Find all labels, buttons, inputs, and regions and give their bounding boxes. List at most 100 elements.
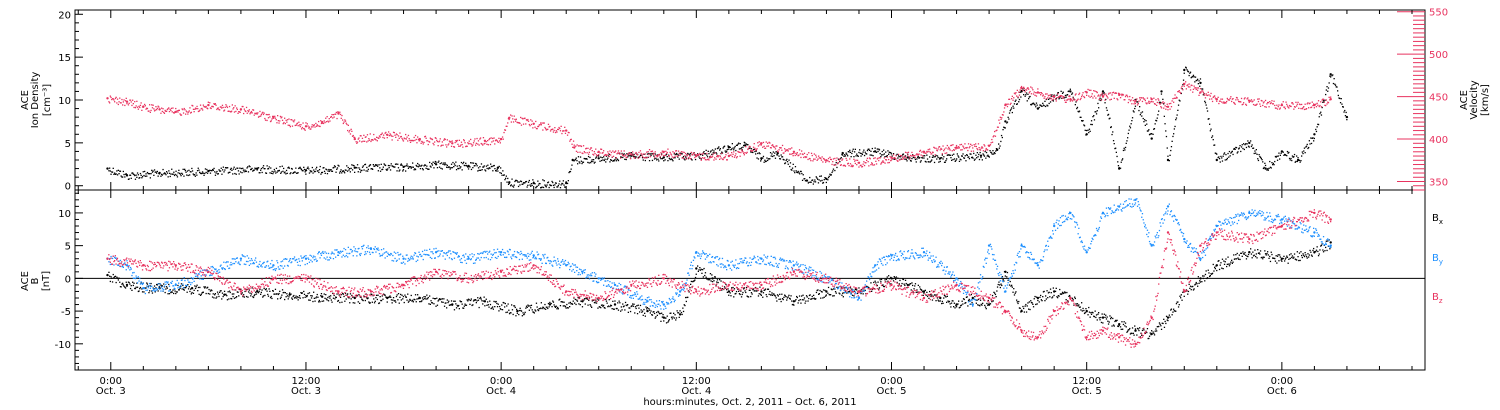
data-dot — [1153, 97, 1155, 99]
data-dot — [431, 302, 434, 304]
data-dot — [625, 304, 627, 306]
data-dot — [433, 167, 435, 169]
data-dot — [370, 293, 372, 295]
data-dot — [686, 155, 688, 157]
data-dot — [287, 167, 289, 169]
data-dot — [571, 143, 573, 145]
data-dot — [983, 144, 985, 146]
data-dot — [791, 300, 793, 302]
data-dot — [110, 276, 112, 278]
data-dot — [206, 287, 208, 289]
data-dot — [320, 295, 322, 297]
data-dot — [980, 147, 982, 149]
data-dot — [267, 168, 269, 170]
data-dot — [119, 97, 121, 99]
data-dot — [284, 117, 286, 119]
data-point — [825, 177, 828, 181]
data-dot — [382, 168, 384, 170]
data-dot — [183, 289, 185, 291]
data-dot — [251, 287, 253, 289]
data-dot — [156, 107, 158, 109]
data-dot — [375, 139, 377, 141]
data-dot — [470, 298, 472, 300]
data-dot — [455, 169, 458, 171]
data-dot — [739, 293, 741, 296]
data-dot — [254, 293, 256, 296]
data-dot — [501, 136, 504, 138]
data-dot — [828, 161, 830, 163]
data-dot — [286, 293, 288, 295]
data-dot — [249, 292, 251, 294]
data-dot — [227, 291, 229, 293]
data-dot — [207, 286, 209, 288]
data-dot — [622, 154, 624, 156]
data-dot — [1158, 102, 1161, 105]
data-dot — [704, 153, 707, 155]
data-dot — [112, 167, 114, 169]
data-dot — [564, 186, 566, 188]
data-dot — [1221, 101, 1223, 103]
data-dot — [354, 302, 356, 304]
data-dot — [523, 182, 525, 184]
data-dot — [738, 290, 740, 292]
data-dot — [295, 295, 297, 297]
data-dot — [487, 140, 489, 142]
data-dot — [561, 132, 563, 135]
data-dot — [1095, 97, 1097, 99]
data-dot — [1024, 95, 1026, 97]
data-dot — [263, 112, 265, 114]
data-dot — [744, 152, 746, 154]
data-dot — [756, 148, 758, 150]
data-dot — [961, 149, 963, 151]
data-dot — [640, 309, 642, 311]
data-dot — [274, 115, 276, 117]
data-dot — [1297, 101, 1299, 103]
data-dot — [854, 162, 856, 165]
data-dot — [217, 293, 219, 295]
data-dot — [935, 154, 937, 157]
data-dot — [1297, 157, 1299, 159]
data-dot — [784, 294, 786, 296]
data-dot — [1032, 102, 1034, 105]
data-dot — [1131, 103, 1133, 105]
data-dot — [445, 163, 447, 166]
data-dot — [472, 142, 475, 144]
data-dot — [860, 155, 862, 157]
data-dot — [744, 142, 746, 144]
data-dot — [552, 128, 554, 130]
data-dot — [1023, 87, 1025, 90]
data-dot — [499, 142, 501, 144]
data-dot — [309, 299, 311, 301]
data-dot — [361, 166, 364, 168]
data-dot — [806, 153, 808, 156]
data-dot — [577, 145, 580, 147]
data-dot — [1143, 98, 1145, 100]
data-dot — [356, 295, 359, 297]
data-dot — [423, 165, 425, 167]
data-dot — [967, 143, 970, 145]
data-dot — [168, 172, 171, 174]
data-dot — [692, 154, 694, 156]
data-dot — [1327, 90, 1329, 92]
data-dot — [547, 307, 549, 310]
data-dot — [1040, 104, 1042, 106]
data-dot — [817, 178, 819, 180]
data-dot — [285, 119, 287, 121]
data-dot — [281, 119, 284, 121]
data-dot — [1076, 100, 1078, 102]
data-dot — [731, 290, 733, 293]
data-dot — [639, 304, 642, 307]
data-dot — [289, 126, 291, 128]
data-dot — [694, 156, 696, 159]
data-dot — [544, 184, 546, 186]
data-dot — [930, 295, 932, 298]
data-dot — [834, 164, 837, 166]
data-dot — [427, 168, 429, 170]
data-dot — [371, 168, 373, 170]
data-dot — [771, 153, 773, 155]
data-dot — [858, 166, 860, 168]
data-dot — [699, 154, 702, 156]
data-dot — [1187, 86, 1190, 88]
data-dot — [245, 170, 247, 172]
data-dot — [321, 122, 323, 124]
